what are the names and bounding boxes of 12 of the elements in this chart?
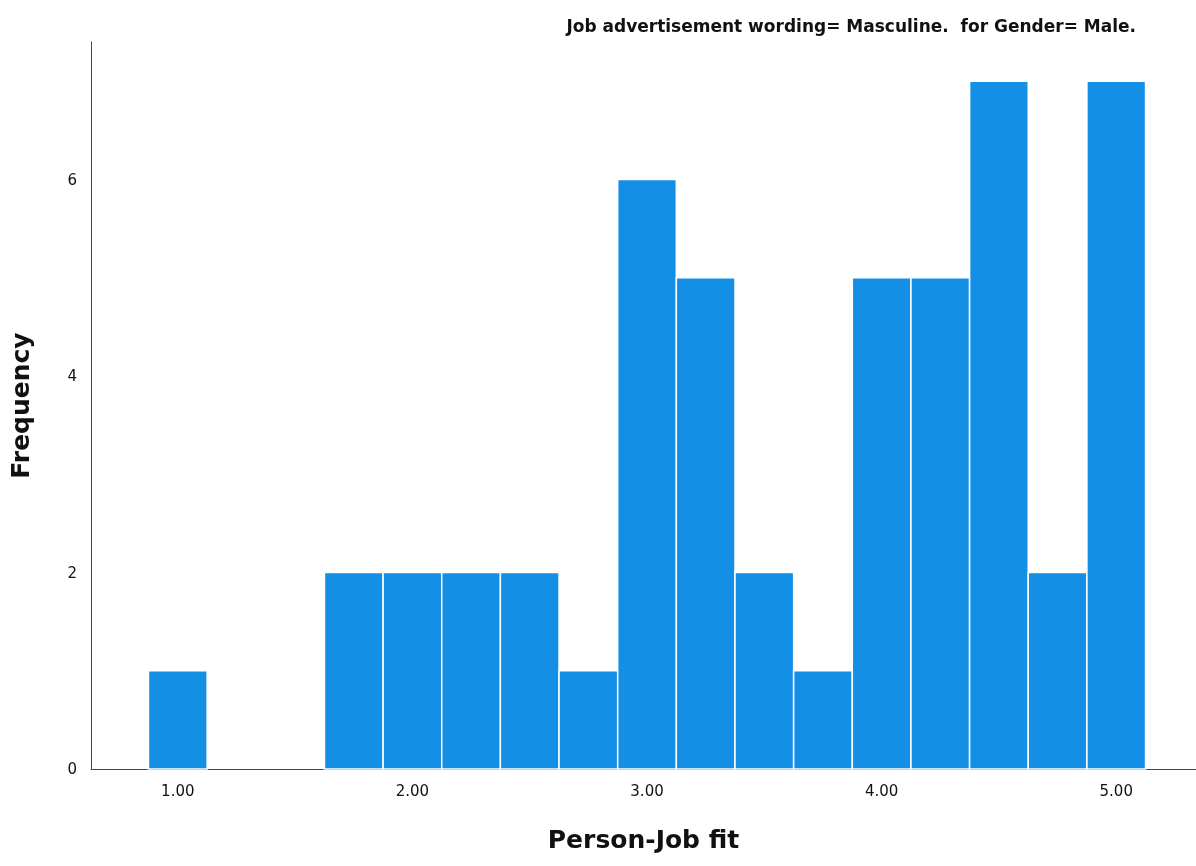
x-tick-label: 4.00: [864, 781, 899, 800]
chart-title: Job advertisement wording= Masculine. for Gender= Male.: [565, 15, 1137, 36]
x-axis-title: Person-Job fit: [547, 825, 740, 854]
y-tick-label: 0: [67, 760, 77, 778]
x-tick-label: 2.00: [395, 781, 430, 800]
y-tick-label: 6: [67, 170, 77, 189]
x-tick-label: 3.00: [630, 781, 664, 800]
y-tick-label: 2: [67, 563, 77, 582]
y-axis-title: Frequency: [6, 332, 35, 479]
x-tick-label: 5.00: [1099, 781, 1133, 800]
x-tick-label: 1.00: [161, 781, 195, 800]
y-tick-label: 4: [67, 367, 77, 386]
